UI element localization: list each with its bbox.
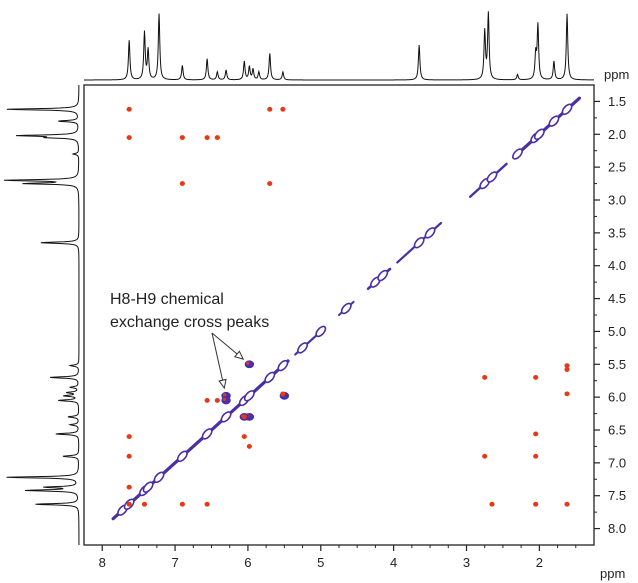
cross-peak [126,135,132,140]
y-tick-label: 7.0 [608,455,626,470]
cross-peak [564,501,570,507]
cross-peak [214,135,220,140]
top-axis-label: ppm [604,67,629,82]
diagonal-peak [548,115,560,127]
cross-peak [246,444,252,449]
cross-peak [204,398,210,403]
cross-peak [179,135,185,140]
diagonal-peak [153,471,165,484]
cross-peak [214,398,220,403]
y-tick-label: 7.5 [608,488,626,503]
y-tick-label: 5.0 [608,324,626,339]
contour-peaks [126,106,570,507]
cross-peak [482,453,488,459]
x-axis: 8 7 6 5 4 3 2 [99,545,577,570]
exchange-peak-core [246,361,250,365]
exchange-cross-peak [244,360,255,369]
cross-peak [489,501,495,507]
y-tick-label: 6.5 [608,423,626,438]
diagonal-peak [340,302,352,315]
y-axis: 1.5 2.0 2.5 3.0 3.5 4.0 4.5 5.0 5.5 6.0 6.5 7.0 7.5 8… [594,94,626,536]
y-tick-label: 8.0 [608,521,626,536]
left-projection-spectrum [4,85,80,545]
annotation-line-1: H8-H9 chemical [110,291,224,308]
cross-peak [141,501,148,507]
cross-peak [533,375,539,380]
left-projection-trace [4,85,80,545]
cross-peak [241,414,247,420]
annotation-line-2: exchange cross peaks [110,314,269,331]
annotation-arrowhead [233,350,245,360]
cross-peak [533,453,539,459]
cross-peak [482,375,488,380]
cross-peak [204,501,210,507]
y-tick-label: 2.0 [608,127,626,142]
diagonal-peak [377,269,389,282]
y-tick-label: 5.5 [608,357,626,372]
cross-peak [533,431,539,437]
diagonal-peak [142,481,154,493]
cross-peak [126,434,132,439]
cross-peak [126,106,132,112]
x-tick-label: 6 [244,555,251,570]
cross-peak [267,106,273,112]
diagonal-peak [512,148,523,160]
diagonal-peak [277,359,289,372]
cross-peak [564,363,570,368]
diagonal-peak [533,128,545,141]
annotation-arrow-line [211,332,225,389]
exchange-cross-peak [221,396,231,405]
x-tick-label: 3 [463,555,470,570]
diagonal-peak [315,325,327,338]
x-tick-label: 2 [536,555,543,570]
y-tick-label: 6.0 [608,390,626,405]
diagonal-peak [424,227,436,239]
cross-peak [564,367,570,372]
diagonal-peak [297,342,309,354]
y-tick-label: 4.0 [608,258,626,273]
diagonal-peak [201,428,213,440]
diagonal-peak [176,450,188,463]
x-tick-label: 5 [317,555,324,570]
cross-peak [267,181,273,186]
diagonal-peak [264,371,276,384]
cross-peak [126,501,132,507]
cross-peak [564,391,570,397]
diagonal-peak [486,171,498,183]
cross-peak [179,501,185,507]
cross-peak [241,434,247,439]
diagonal-peak [413,236,425,249]
cross-peak [280,106,286,112]
y-tick-label: 2.5 [608,160,626,175]
x-tick-label: 7 [171,555,178,570]
x-axis-label: ppm [600,566,625,581]
y-tick-label: 3.5 [608,225,626,240]
x-tick-label: 4 [390,555,397,570]
top-projection-trace [84,11,594,81]
annotation-arrowhead [218,378,227,390]
y-tick-label: 1.5 [608,94,626,109]
y-tick-label: 3.0 [608,193,626,208]
cross-peak [179,181,185,186]
x-tick-label: 8 [99,555,106,570]
exchange-peak-core [222,393,227,397]
cross-peak [126,484,132,490]
cross-peak [280,391,286,397]
diagonal-band [111,96,582,521]
cross-peak [126,453,132,459]
top-projection-spectrum [84,11,594,81]
exchange-peak-core [222,397,227,402]
y-tick-label: 4.5 [608,291,626,306]
diagonal-peak [561,103,573,116]
cross-peak [204,135,210,140]
diagonal-peak [220,411,232,423]
exchange-annotation: H8-H9 chemical exchange cross peaks [110,291,269,390]
diagonal-peak [243,390,255,402]
cross-peak [533,501,539,507]
